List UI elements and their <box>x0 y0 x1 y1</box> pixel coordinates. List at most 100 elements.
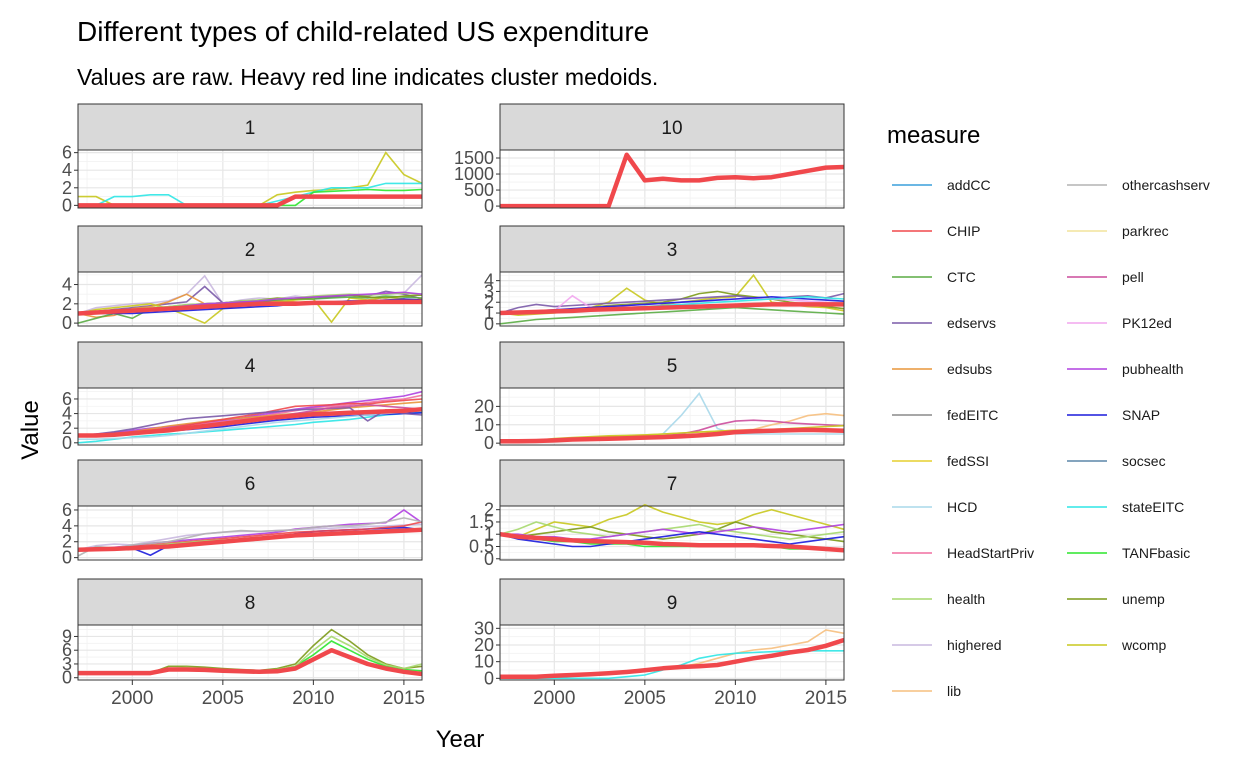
y-tick-label: 0 <box>484 549 494 569</box>
x-tick-label: 2000 <box>111 688 153 709</box>
panel-border <box>499 387 845 446</box>
panel-border <box>499 505 845 561</box>
y-tick-label: 1.5 <box>469 512 494 532</box>
x-tick-label: 2005 <box>202 688 244 709</box>
legend-label: pell <box>1122 269 1144 285</box>
legend: addCC CHIP CTC edservs edsubs fedEITC fedSSI HC… <box>892 177 1210 699</box>
y-tick-label: 1500 <box>454 148 494 168</box>
legend-label: socsec <box>1122 453 1166 469</box>
x-axis-label: Year <box>436 726 485 753</box>
legend-item: SNAP <box>1067 407 1160 423</box>
facet-strip <box>499 459 845 507</box>
y-tick-label: 4 <box>62 160 72 180</box>
series-line-edservs <box>77 406 423 437</box>
legend-label: HCD <box>947 499 977 515</box>
x-tick-label: 2010 <box>292 688 334 709</box>
legend-label: othercashserv <box>1122 177 1210 193</box>
legend-item: addCC <box>892 177 991 193</box>
legend-label: edservs <box>947 315 996 331</box>
y-tick-label: 0 <box>62 433 72 453</box>
panel-border <box>499 149 845 209</box>
x-tick-label: 2010 <box>714 688 756 709</box>
medoid-line <box>78 647 423 677</box>
series-line-CTC <box>499 306 845 325</box>
y-tick-label: 3 <box>484 281 494 301</box>
y-tick-label: 2 <box>62 178 72 198</box>
panel-border <box>77 149 423 209</box>
legend-label: highered <box>947 637 1002 653</box>
series-line-health <box>78 635 423 674</box>
series-line-wcomp <box>499 503 845 538</box>
y-tick-label: 4 <box>62 516 72 536</box>
y-tick-label: 0.5 <box>469 537 494 557</box>
legend-item: stateEITC <box>1067 499 1184 515</box>
medoid-line <box>499 531 845 553</box>
legend-item: othercashserv <box>1067 177 1210 193</box>
y-tick-label: 1 <box>484 524 494 544</box>
x-axes: 2000 2005 2010 2015 2000 2005 2010 2015 <box>111 680 847 709</box>
facet-strip <box>499 225 845 273</box>
facet-strip <box>77 103 423 151</box>
y-tick-label: 20 <box>474 396 494 416</box>
panel-border <box>77 387 423 446</box>
panel-border <box>77 624 423 681</box>
y-tick-label: 2 <box>62 294 72 314</box>
y-axis-label: Value <box>17 400 44 460</box>
legend-title: measure <box>887 122 980 149</box>
medoid-line <box>77 527 423 552</box>
y-tick-label: 1 <box>484 303 494 323</box>
legend-label: HeadStartPriv <box>947 545 1034 561</box>
legend-label: wcomp <box>1121 637 1167 653</box>
legend-item: CTC <box>892 269 976 285</box>
y-tick-label: 0 <box>62 313 72 333</box>
y-tick-label: 4 <box>62 404 72 424</box>
y-tick-label: 4 <box>484 271 494 291</box>
y-tick-label: 6 <box>62 143 72 163</box>
legend-item: wcomp <box>1067 637 1167 653</box>
y-tick-label: 30 <box>474 618 494 638</box>
legend-item: parkrec <box>1067 223 1169 239</box>
y-tick-label: 20 <box>474 635 494 655</box>
y-tick-label: 0 <box>62 195 72 215</box>
panel-border <box>499 271 845 327</box>
facet-strip-label: 9 <box>667 593 678 614</box>
y-tick-label: 4 <box>62 275 72 295</box>
panel-border <box>77 271 423 327</box>
facet-strip-label: 5 <box>667 356 678 377</box>
facet-strip <box>77 341 423 389</box>
legend-item: PK12ed <box>1067 315 1172 331</box>
y-tick-label: 0 <box>484 196 494 216</box>
legend-item: fedEITC <box>892 407 998 423</box>
legend-label: addCC <box>947 177 991 193</box>
medoid-line <box>499 302 844 316</box>
facet-strip-label: 3 <box>667 240 678 261</box>
legend-item: edsubs <box>892 361 992 377</box>
series-line-unemp <box>499 521 845 543</box>
facet-strip <box>499 103 845 151</box>
y-tick-label: 2 <box>484 500 494 520</box>
y-tick-label: 2 <box>62 418 72 438</box>
legend-label: edsubs <box>947 361 992 377</box>
legend-item: socsec <box>1067 453 1166 469</box>
legend-label: parkrec <box>1122 223 1169 239</box>
legend-label: unemp <box>1122 591 1165 607</box>
y-tick-label: 0 <box>484 668 494 688</box>
y-tick-label: 6 <box>62 640 72 660</box>
panel-border <box>499 624 845 681</box>
chart-subtitle: Values are raw. Heavy red line indicates… <box>77 64 658 90</box>
medoid-line <box>500 637 845 679</box>
facet-strip <box>77 578 423 626</box>
medoid-line <box>78 406 423 438</box>
series-line-stateEITC <box>77 411 423 444</box>
legend-label: pubhealth <box>1122 361 1184 377</box>
facet-strip <box>77 225 423 273</box>
series-line-HCD <box>78 409 423 441</box>
legend-label: fedSSI <box>947 453 989 469</box>
